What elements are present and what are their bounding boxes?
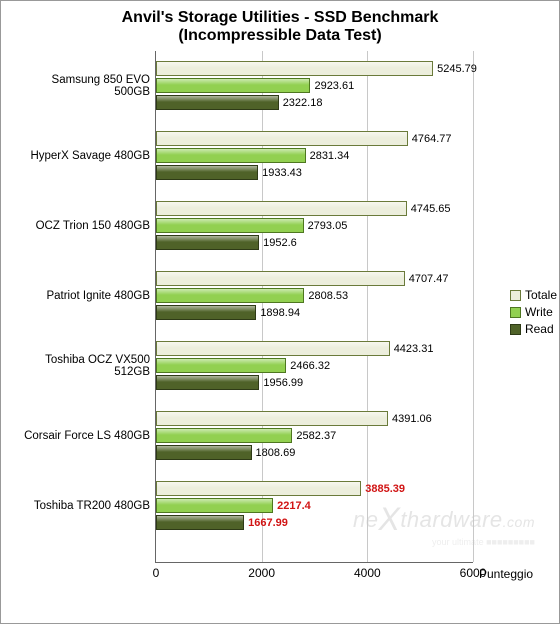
bar-write: 2582.37 [156,428,292,443]
bar-value-label: 2808.53 [303,290,348,302]
category-label: Toshiba TR200 480GB [16,500,156,512]
bar-write: 2217.4 [156,498,273,513]
bar-value-label: 2831.34 [305,150,350,162]
chart-title: Anvil's Storage Utilities - SSD Benchmar… [11,9,549,45]
bar-value-label: 4745.65 [406,203,451,215]
bar-value-label: 2923.61 [309,80,354,92]
category-label: Toshiba OCZ VX500 512GB [16,354,156,378]
chart-title-line2: (Incompressible Data Test) [11,27,549,45]
bar-group: Toshiba TR200 480GB3885.392217.41667.99 [156,481,473,530]
bar-write: 2831.34 [156,148,306,163]
x-axis-label: Punteggio [473,563,533,581]
legend-label: Write [525,305,553,319]
legend: Totale Write Read [510,285,557,339]
legend-swatch [510,324,521,335]
gridline [473,51,474,562]
bar-totale: 4423.31 [156,341,390,356]
bar-value-label: 3885.39 [360,483,405,495]
bar-group: Patriot Ignite 480GB4707.472808.531898.9… [156,271,473,320]
category-label: HyperX Savage 480GB [16,150,156,162]
legend-item: Totale [510,288,557,302]
bar-write: 2466.32 [156,358,286,373]
chart-title-line1: Anvil's Storage Utilities - SSD Benchmar… [11,9,549,27]
bar-group: Toshiba OCZ VX500 512GB4423.312466.32195… [156,341,473,390]
bar-value-label: 4391.06 [387,413,432,425]
category-label: Corsair Force LS 480GB [16,430,156,442]
bar-group: Samsung 850 EVO 500GB5245.792923.612322.… [156,61,473,110]
category-label: Patriot Ignite 480GB [16,290,156,302]
legend-item: Read [510,322,557,336]
bar-totale: 4764.77 [156,131,408,146]
bar-write: 2793.05 [156,218,304,233]
plot-area: 0200040006000Samsung 850 EVO 500GB5245.7… [155,51,473,563]
bar-value-label: 2322.18 [278,97,323,109]
bar-value-label: 2582.37 [291,430,336,442]
bar-read: 2322.18 [156,95,279,110]
bar-value-label: 1898.94 [255,307,300,319]
bar-group: HyperX Savage 480GB4764.772831.341933.43 [156,131,473,180]
bar-value-label: 4764.77 [407,133,452,145]
category-label: OCZ Trion 150 480GB [16,220,156,232]
bar-group: Corsair Force LS 480GB4391.062582.371808… [156,411,473,460]
category-label: Samsung 850 EVO 500GB [16,74,156,98]
bar-value-label: 1933.43 [257,167,302,179]
benchmark-chart: neXthardware.com your ultimate ■■■■■■■■■… [0,0,560,624]
bar-value-label: 1808.69 [251,447,296,459]
bar-totale: 4745.65 [156,201,407,216]
bar-read: 1952.6 [156,235,259,250]
bar-read: 1956.99 [156,375,259,390]
bar-totale: 4391.06 [156,411,388,426]
bar-write: 2923.61 [156,78,310,93]
bar-value-label: 4707.47 [404,273,449,285]
x-tick-label: 4000 [354,562,381,580]
x-tick-label: 0 [153,562,160,580]
bar-value-label: 2466.32 [285,360,330,372]
bar-value-label: 1667.99 [243,517,288,529]
bar-group: OCZ Trion 150 480GB4745.652793.051952.6 [156,201,473,250]
legend-item: Write [510,305,557,319]
bar-write: 2808.53 [156,288,304,303]
bar-value-label: 1952.6 [258,237,297,249]
bar-totale: 5245.79 [156,61,433,76]
legend-label: Read [525,322,554,336]
bar-totale: 4707.47 [156,271,405,286]
legend-label: Totale [525,288,557,302]
x-tick-label: 2000 [248,562,275,580]
bar-read: 1933.43 [156,165,258,180]
bar-value-label: 2793.05 [303,220,348,232]
bar-totale: 3885.39 [156,481,361,496]
bar-value-label: 4423.31 [389,343,434,355]
bar-value-label: 5245.79 [432,63,477,75]
legend-swatch [510,307,521,318]
bar-read: 1667.99 [156,515,244,530]
bar-value-label: 2217.4 [272,500,311,512]
bar-read: 1898.94 [156,305,256,320]
bar-read: 1808.69 [156,445,252,460]
legend-swatch [510,290,521,301]
bar-value-label: 1956.99 [258,377,303,389]
